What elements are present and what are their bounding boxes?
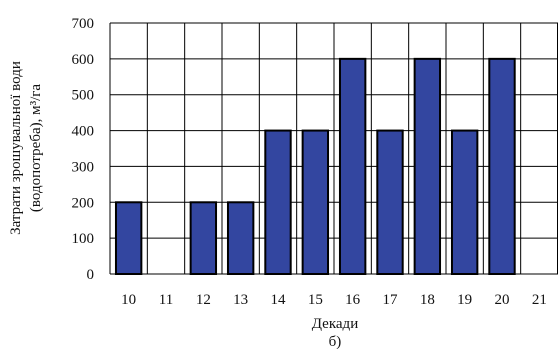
x-tick-label: 15 — [308, 292, 323, 308]
bar — [189, 201, 218, 276]
y-tick-label: 300 — [72, 159, 95, 175]
x-axis-tick-labels: 10 11 12 13 14 15 16 17 18 19 20 21 — [121, 292, 547, 308]
bar — [226, 201, 255, 276]
bar — [450, 129, 479, 275]
y-tick-label: 0 — [87, 267, 95, 283]
y-tick-label: 200 — [72, 195, 95, 211]
y-tick-label: 100 — [72, 231, 95, 247]
figure-caption: б) — [329, 334, 342, 349]
x-tick-label: 12 — [196, 292, 211, 308]
x-tick-label: 16 — [345, 292, 361, 308]
x-tick-label: 18 — [420, 292, 435, 308]
y-tick-label: 400 — [72, 124, 95, 140]
bar — [376, 129, 404, 275]
x-tick-label: 20 — [495, 292, 510, 308]
x-tick-label: 13 — [233, 292, 248, 308]
bar — [338, 57, 367, 275]
y-axis-title-line-1: Затрати зрошувальної води — [8, 61, 24, 235]
bar-series — [114, 57, 516, 276]
bar — [264, 129, 292, 275]
grid-lines — [109, 22, 558, 275]
x-tick-label: 19 — [457, 292, 472, 308]
bar — [488, 57, 516, 275]
y-tick-label: 600 — [72, 52, 95, 68]
bar — [114, 201, 143, 276]
x-tick-label: 14 — [271, 292, 287, 308]
y-axis-tick-labels: 0 100 200 300 400 500 600 700 — [72, 16, 95, 283]
bar — [301, 129, 330, 275]
y-axis-title: Затрати зрошувальної води (водопотреба),… — [8, 61, 44, 235]
x-tick-label: 21 — [532, 292, 547, 308]
x-tick-label: 10 — [121, 292, 136, 308]
bar — [413, 57, 442, 275]
x-tick-label: 11 — [159, 292, 173, 308]
x-axis-title: Декади — [312, 316, 358, 332]
y-tick-label: 500 — [72, 88, 95, 104]
y-axis-title-line-2: (водопотреба), м³/га — [28, 84, 44, 212]
x-tick-label: 17 — [383, 292, 399, 308]
y-tick-label: 700 — [72, 16, 95, 32]
